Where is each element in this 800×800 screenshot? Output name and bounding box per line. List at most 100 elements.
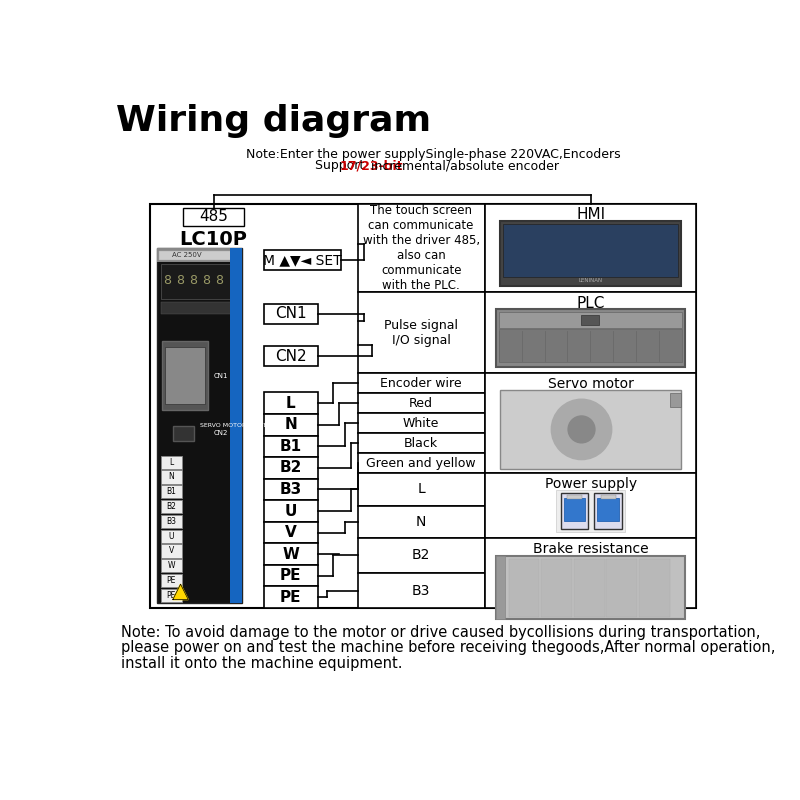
Text: The touch screen
can communicate
with the driver 485,
also can
communicate
with : The touch screen can communicate with th… bbox=[362, 204, 480, 292]
Text: B3: B3 bbox=[279, 482, 302, 497]
Text: Black: Black bbox=[404, 437, 438, 450]
Bar bbox=[158, 249, 242, 262]
Bar bbox=[161, 302, 239, 314]
Bar bbox=[485, 292, 697, 373]
Text: White: White bbox=[403, 417, 439, 430]
Bar bbox=[485, 474, 697, 538]
Text: N: N bbox=[416, 515, 426, 529]
Text: LENINAN: LENINAN bbox=[578, 278, 602, 282]
Text: 17/23-bit: 17/23-bit bbox=[339, 159, 402, 172]
Text: W: W bbox=[282, 546, 299, 562]
Bar bbox=[358, 434, 485, 454]
Bar bbox=[358, 454, 485, 474]
Bar bbox=[264, 346, 318, 366]
Bar bbox=[606, 558, 637, 617]
Bar bbox=[264, 435, 318, 457]
Text: 8: 8 bbox=[215, 274, 223, 287]
Bar bbox=[161, 574, 182, 587]
Text: Encoder wire: Encoder wire bbox=[380, 377, 462, 390]
Bar bbox=[161, 544, 182, 558]
Text: B2: B2 bbox=[279, 461, 302, 475]
Text: PE: PE bbox=[280, 590, 302, 605]
Text: !: ! bbox=[179, 589, 182, 595]
Bar bbox=[264, 522, 318, 543]
Bar bbox=[503, 224, 678, 277]
Text: Green and yellow: Green and yellow bbox=[366, 457, 476, 470]
Bar bbox=[574, 558, 605, 617]
Bar bbox=[358, 414, 485, 434]
Text: L: L bbox=[169, 458, 174, 466]
Bar bbox=[485, 204, 697, 292]
Bar bbox=[358, 292, 485, 373]
Bar bbox=[159, 250, 241, 260]
Bar bbox=[161, 500, 182, 513]
Bar bbox=[158, 249, 242, 602]
Bar bbox=[264, 393, 318, 414]
Bar bbox=[485, 538, 697, 608]
Bar bbox=[161, 455, 182, 469]
Bar bbox=[358, 538, 485, 573]
Text: U: U bbox=[285, 503, 297, 518]
Bar bbox=[499, 330, 682, 362]
Bar bbox=[358, 573, 485, 608]
Text: Pulse signal
I/O signal: Pulse signal I/O signal bbox=[384, 318, 458, 346]
Bar bbox=[264, 565, 318, 586]
Bar bbox=[264, 250, 341, 270]
Text: B3: B3 bbox=[166, 517, 176, 526]
Bar bbox=[601, 495, 616, 498]
Bar bbox=[161, 559, 182, 572]
Text: M ▲▼◄ SET: M ▲▼◄ SET bbox=[263, 253, 342, 267]
Bar bbox=[161, 485, 182, 498]
Bar bbox=[639, 558, 670, 617]
Text: install it onto the machine equipment.: install it onto the machine equipment. bbox=[122, 656, 402, 670]
Text: U: U bbox=[169, 532, 174, 541]
Bar bbox=[561, 494, 588, 529]
Text: Wiring diagram: Wiring diagram bbox=[116, 104, 431, 138]
Text: N: N bbox=[284, 418, 297, 432]
Text: Support: Support bbox=[314, 159, 368, 172]
Text: CN1: CN1 bbox=[275, 306, 306, 322]
Bar bbox=[161, 470, 182, 484]
Text: B1: B1 bbox=[166, 487, 176, 496]
Bar bbox=[556, 490, 626, 532]
Bar bbox=[358, 204, 485, 292]
Text: W: W bbox=[167, 562, 175, 570]
Text: B1: B1 bbox=[279, 439, 302, 454]
Text: L: L bbox=[286, 396, 295, 410]
Text: B3: B3 bbox=[412, 583, 430, 598]
Bar bbox=[165, 347, 205, 404]
Text: Red: Red bbox=[409, 397, 433, 410]
Text: LC10P: LC10P bbox=[180, 230, 247, 250]
Text: AC 250V: AC 250V bbox=[172, 252, 202, 258]
Bar bbox=[358, 506, 485, 538]
Text: 8: 8 bbox=[176, 274, 184, 287]
Text: 8: 8 bbox=[162, 274, 170, 287]
Text: V: V bbox=[285, 525, 297, 540]
Bar bbox=[509, 558, 539, 617]
Text: CN2: CN2 bbox=[214, 430, 228, 436]
Bar bbox=[161, 589, 182, 602]
Text: B2: B2 bbox=[412, 549, 430, 562]
Bar bbox=[183, 208, 245, 226]
Bar bbox=[566, 495, 582, 498]
Text: please power on and test the machine before receiving thegoods,After normal oper: please power on and test the machine bef… bbox=[122, 640, 776, 655]
Bar bbox=[541, 558, 572, 617]
Bar bbox=[485, 373, 697, 474]
Bar bbox=[264, 304, 318, 324]
Text: B2: B2 bbox=[166, 502, 176, 511]
Text: 8: 8 bbox=[189, 274, 197, 287]
Bar bbox=[496, 310, 685, 367]
Bar bbox=[264, 414, 318, 435]
Text: incremental/absolute encoder: incremental/absolute encoder bbox=[367, 159, 559, 172]
Text: HMI: HMI bbox=[576, 207, 605, 222]
Bar bbox=[264, 457, 318, 478]
Bar bbox=[358, 474, 485, 506]
Bar bbox=[496, 557, 685, 619]
Text: 485: 485 bbox=[199, 210, 228, 224]
Text: V: V bbox=[169, 546, 174, 555]
Bar bbox=[499, 312, 682, 328]
Bar bbox=[173, 426, 194, 441]
Bar bbox=[161, 264, 239, 298]
Bar bbox=[581, 315, 599, 325]
Text: Brake resistance: Brake resistance bbox=[533, 542, 648, 556]
